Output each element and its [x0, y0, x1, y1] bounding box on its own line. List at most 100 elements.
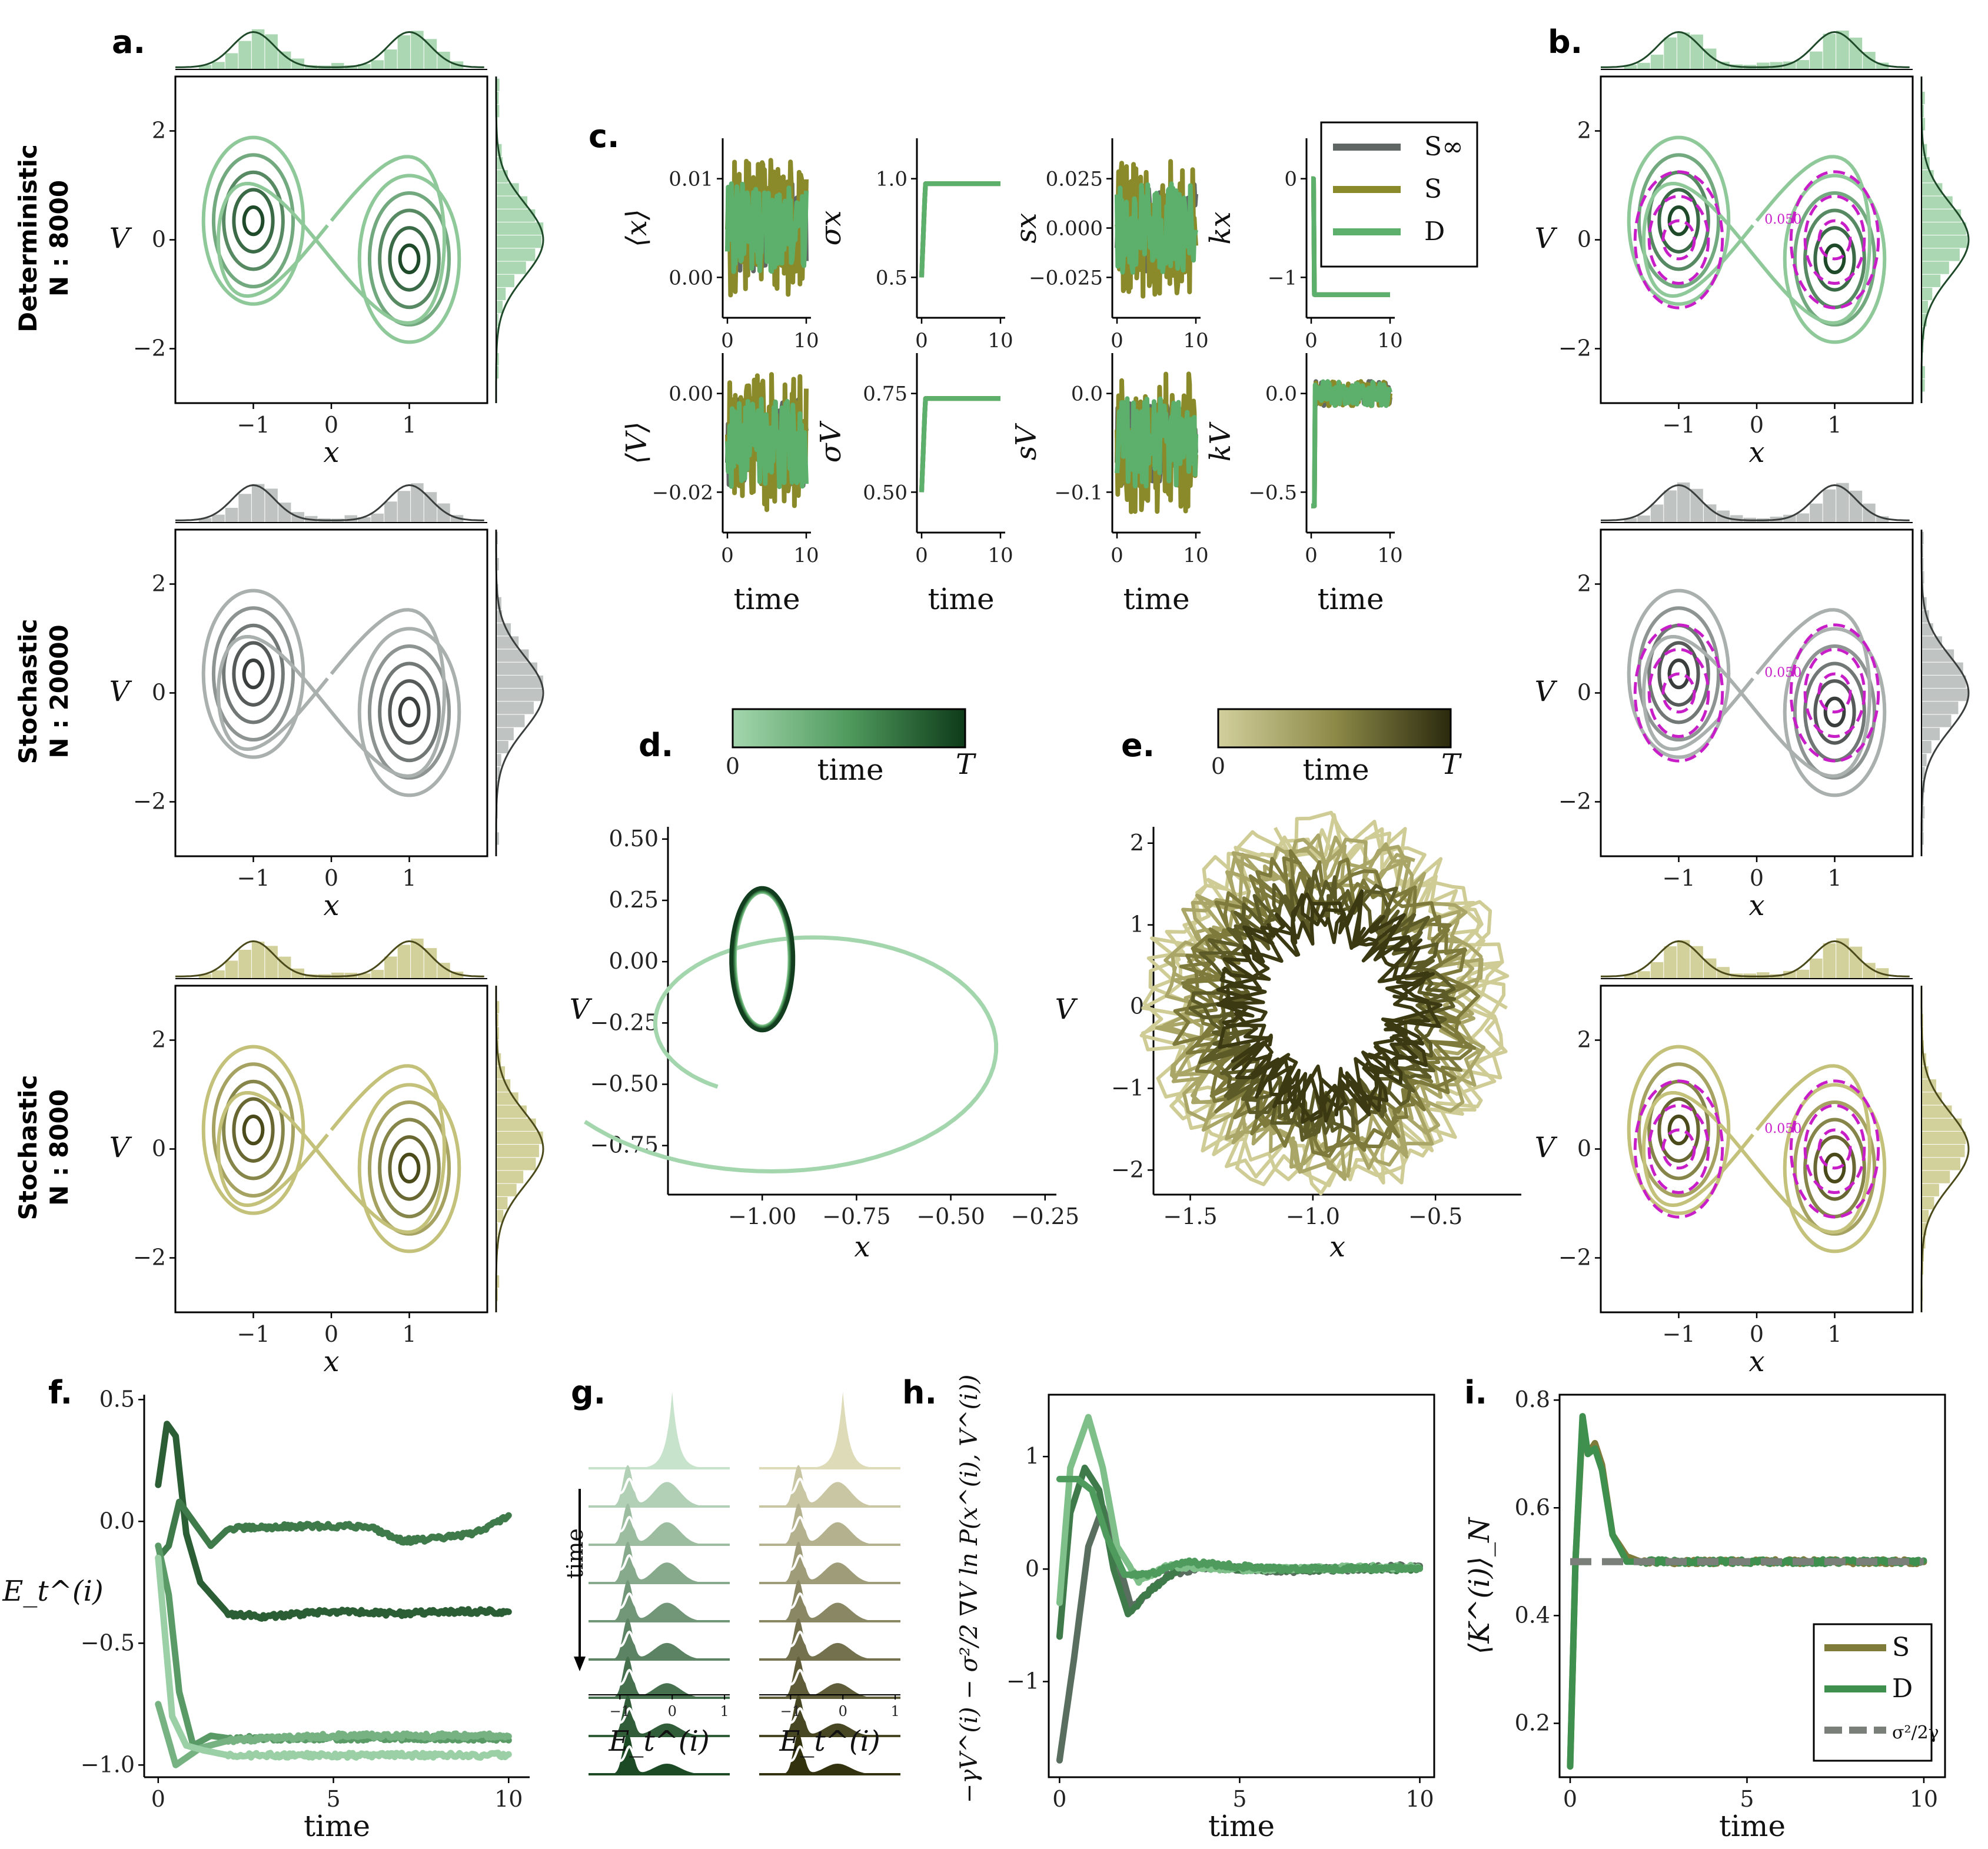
x-tick-label: −1 [237, 412, 270, 438]
x-tick-label: 1 [890, 1703, 899, 1720]
density-contour [201, 588, 305, 759]
density-contour [242, 205, 265, 237]
density-contour [388, 679, 431, 745]
marginal-kde-x [175, 940, 484, 977]
x-tick-label: −0.75 [822, 1203, 890, 1229]
analytic-contour [1789, 623, 1880, 763]
x-tick-label: 10 [1910, 1786, 1938, 1812]
density-contour [357, 174, 461, 344]
marginal-kde-x [1601, 940, 1910, 977]
y-tick-label: 0.0 [1265, 383, 1297, 406]
ridge-density [759, 1695, 900, 1736]
y-tick-label: −0.5 [81, 1629, 135, 1655]
moment-subplot: −0.025 0.000 0.025 0 10 sx [1010, 138, 1209, 352]
marginal-hist-bar [496, 1105, 527, 1118]
row-label-line1: Stochastic [14, 619, 42, 764]
density-contour [1783, 1083, 1887, 1253]
marginal-hist-bar [411, 483, 424, 523]
moment-series-line [919, 396, 1002, 493]
analytic-contour [1661, 1128, 1696, 1170]
moment-series-line [1115, 396, 1198, 489]
x-axis-label: x [854, 1231, 870, 1263]
marginal-hist-bar [1921, 105, 1924, 118]
ridge-median-marker [619, 1707, 640, 1724]
y-tick-label: 2 [1577, 118, 1591, 144]
analytic-contour [1803, 648, 1866, 738]
panel-c-moment-plots: 0.000.010 10⟨x⟩0.51.00 10σx−0.0250.0000.02… [620, 121, 1478, 616]
ridge-density [589, 1618, 730, 1660]
marginal-hist-bar [496, 274, 514, 287]
y-axis-label: sV [1010, 423, 1043, 461]
density-contour [232, 188, 275, 254]
density-contour [222, 1079, 285, 1180]
marginal-hist-bar [450, 972, 464, 979]
colorbar-max: T [1441, 748, 1462, 781]
marginal-hist-bar [1810, 51, 1823, 69]
x-tick-label: 0 [324, 865, 338, 891]
x-axis-label: x [1329, 1231, 1345, 1263]
marginal-hist-bar [496, 689, 542, 701]
marginal-hist-bar [278, 503, 291, 523]
marginal-hist-bar [496, 1014, 499, 1027]
marginal-hist-bar [238, 494, 251, 523]
y-tick-label: −0.50 [590, 1071, 659, 1097]
density-contour [1657, 1097, 1700, 1163]
marginal-hist-bar [496, 740, 508, 754]
moment-series-line [725, 181, 809, 274]
density-contour [1783, 627, 1887, 797]
marginal-hist-bar [225, 960, 238, 979]
marginal-hist-bar [358, 64, 371, 69]
moment-subplot: 0.50 0.75 0 10 time σV [815, 353, 1013, 616]
contour-axes [1600, 985, 1914, 1313]
analytic-contour [1789, 170, 1880, 310]
x-axis-label: x [1748, 889, 1764, 922]
marginal-hist-bar [384, 501, 397, 523]
marginal-hist-bar [1650, 54, 1664, 69]
trajectory-line [1155, 833, 1486, 1181]
ridge-median-marker [790, 1477, 811, 1495]
y-tick-label: 0 [1130, 993, 1144, 1019]
marginal-hist-bar [251, 942, 265, 979]
density-contour [201, 135, 305, 306]
x-axis-label: time [927, 582, 994, 616]
panel-f-energy-plot: 0 5 10 −1.0 −0.5 0.0 0.5 time E_t^(i) [2, 1386, 530, 1843]
analytic-contour [1803, 1104, 1866, 1194]
marginal-hist-bar [496, 1196, 508, 1210]
panel-b-contour-plots: 0.050 −1 0 1 −2 0 2 x V 0.050 −1 0 1 −2 0 2 x V 0.050 −1 0 1 −… [1535, 30, 1970, 1378]
analytic-contour [1647, 648, 1710, 738]
y-tick-label: −2 [1558, 789, 1591, 814]
y-tick-label: 0 [152, 1136, 166, 1162]
marginal-hist-bar [1921, 531, 1924, 544]
y-axis-label: V [109, 222, 132, 255]
marginal-hist-bar [496, 623, 511, 636]
x-axis-label: time [1123, 582, 1189, 616]
marginal-hist-bar [1783, 514, 1796, 523]
marginal-hist-bar [496, 105, 500, 118]
marginal-hist-bar [1921, 209, 1962, 222]
y-tick-label: 0.025 [1046, 168, 1103, 191]
marginal-hist-bar [1921, 248, 1960, 261]
marginal-hist-bar [1921, 767, 1925, 780]
y-axis-label: kx [1204, 211, 1237, 244]
marginal-hist-bar [1796, 969, 1810, 979]
panel-letter-i: i. [1464, 1374, 1487, 1411]
trajectory-line [584, 935, 999, 1173]
marginal-hist-bar [1823, 34, 1836, 69]
marginal-hist-bar [397, 491, 411, 523]
marginal-hist-bar [496, 1275, 500, 1288]
y-axis-label: kV [1204, 421, 1237, 461]
marginal-hist-bar [331, 63, 344, 69]
marginal-hist-bar [496, 558, 499, 571]
y-tick-label: −0.5 [1248, 481, 1297, 504]
series-line [155, 1542, 512, 1749]
density-contour [1667, 1115, 1690, 1146]
x-tick-label: 0 [1563, 1786, 1577, 1812]
analytic-contour [1661, 672, 1696, 714]
density-contour [398, 1152, 421, 1183]
x-tick-label: 0 [1750, 865, 1764, 891]
x-tick-label: 10 [988, 329, 1013, 352]
legend-c: S∞ SD [1320, 121, 1478, 268]
marginal-hist-bar [496, 1288, 498, 1301]
x-tick-label: 0 [839, 1703, 847, 1720]
